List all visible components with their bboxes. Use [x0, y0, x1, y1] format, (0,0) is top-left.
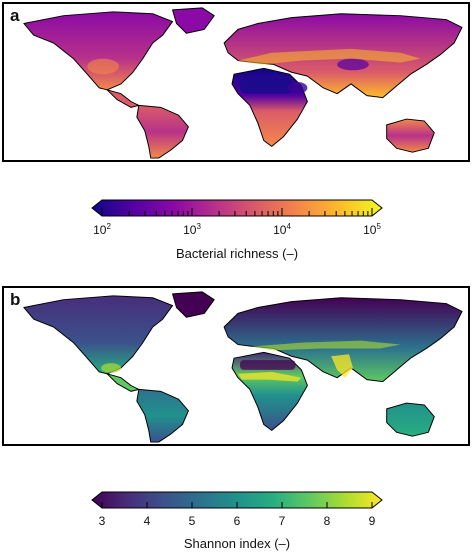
shannon-tick-label: 8 — [323, 514, 331, 528]
panel-label-a: a — [10, 6, 20, 25]
greenland-landmass — [172, 7, 215, 34]
richness-tick-label: 103 — [183, 222, 201, 237]
shannon-tick-label: 4 — [143, 514, 151, 528]
richness-world-map — [23, 7, 463, 159]
richness-colorbar-ticks: 102 103 104 105 — [92, 222, 382, 240]
south-america-landmass — [136, 388, 189, 443]
greenland-landmass — [172, 291, 215, 318]
australia-landmass — [386, 402, 435, 437]
temperate-belt-high-diversity — [251, 340, 401, 351]
panel-label-b: b — [10, 290, 21, 309]
richness-map-panel: a — [2, 2, 470, 162]
richness-tick-label: 104 — [273, 222, 291, 237]
shannon-tick-label: 6 — [233, 514, 241, 528]
shannon-tick-label: 9 — [368, 514, 376, 528]
richness-colorbar-title: Bacterial richness (–) — [175, 246, 299, 261]
africa-landmass — [231, 351, 308, 431]
central-america-landmass — [106, 89, 140, 108]
arabia-low-richness — [287, 82, 308, 94]
sahel-high-diversity — [237, 371, 302, 382]
tibet-low-richness — [337, 58, 369, 71]
india-high-diversity — [331, 354, 353, 378]
shannon-tick-label: 5 — [188, 514, 196, 528]
mexico-high-diversity — [101, 363, 121, 373]
richness-tick-label: 105 — [363, 222, 381, 237]
temperate-belt-high-richness — [237, 48, 421, 65]
shannon-map-panel: b — [2, 286, 470, 446]
shannon-world-map — [23, 291, 463, 443]
shannon-tick-label: 3 — [98, 514, 106, 528]
shannon-colorbar-title: Shannon index (–) — [183, 536, 291, 551]
shannon-colorbar — [91, 491, 383, 509]
richness-colorbar — [91, 199, 383, 217]
australia-landmass — [386, 118, 435, 153]
south-america-landmass — [136, 104, 189, 159]
richness-tick-label: 102 — [93, 222, 111, 237]
shannon-colorbar-ticks: 3 4 5 6 7 8 9 — [92, 514, 382, 532]
central-america-landmass — [106, 373, 140, 392]
shannon-tick-label: 7 — [278, 514, 286, 528]
sahara-low-diversity — [239, 360, 296, 370]
north-america-landmass — [23, 295, 174, 375]
us-high-richness — [87, 58, 120, 75]
north-america-landmass — [23, 11, 174, 91]
sahara-low-richness — [239, 78, 294, 94]
